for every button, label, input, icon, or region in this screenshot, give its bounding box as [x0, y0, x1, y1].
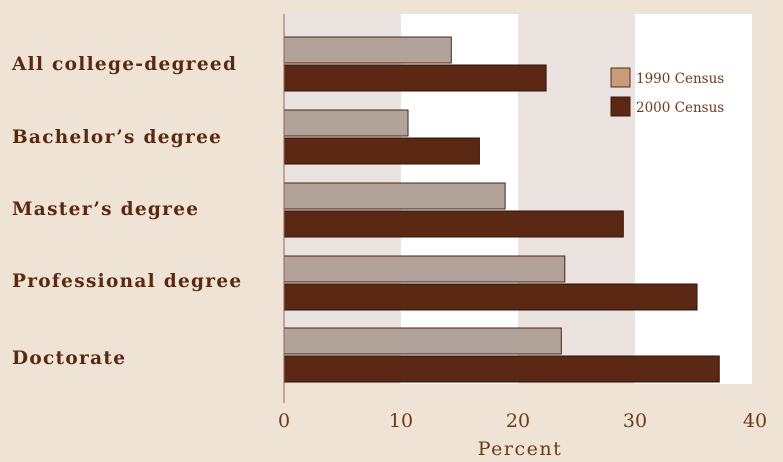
bar-2000-4: [283, 355, 720, 383]
category-label-4: Doctorate: [12, 348, 126, 369]
bar-1990-4: [283, 327, 562, 355]
bar-1990-1: [283, 109, 409, 137]
bar-1990-3: [283, 255, 566, 283]
legend: 1990 Census 2000 Census: [610, 67, 724, 117]
category-label-2: Master’s degree: [12, 199, 199, 220]
bar-1990-2: [283, 182, 506, 210]
legend-swatch-1990: [610, 67, 631, 88]
bars: [283, 36, 720, 383]
legend-swatch-2000: [610, 96, 631, 117]
x-axis-title: Percent: [478, 438, 563, 460]
x-tick-label-3: 30: [623, 410, 647, 432]
background-band-3: [635, 14, 752, 384]
category-labels: All college-degreed Bachelor’s degree Ma…: [11, 54, 242, 369]
bar-2000-0: [283, 64, 547, 92]
category-label-1: Bachelor’s degree: [12, 127, 222, 148]
x-tick-label-0: 0: [278, 410, 290, 432]
category-label-0: All college-degreed: [11, 54, 237, 75]
bar-2000-3: [283, 283, 698, 311]
category-label-3: Professional degree: [12, 271, 242, 292]
legend-label-2000: 2000 Census: [636, 100, 724, 116]
bar-2000-1: [283, 137, 480, 165]
legend-label-1990: 1990 Census: [636, 71, 724, 87]
x-tick-label-4: 40: [743, 410, 767, 432]
x-tick-label-1: 10: [389, 410, 413, 432]
x-tick-label-2: 20: [506, 410, 530, 432]
bar-2000-2: [283, 210, 624, 238]
bar-1990-0: [283, 36, 452, 64]
x-tick-labels: 0 10 20 30 40: [278, 410, 767, 432]
